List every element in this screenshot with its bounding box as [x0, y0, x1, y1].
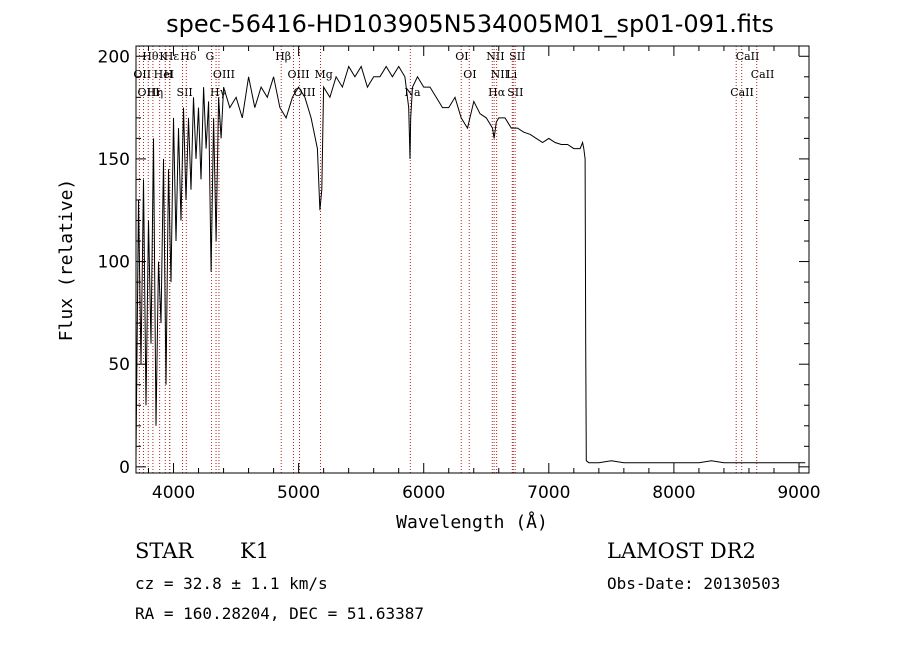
line-label: SII — [509, 50, 525, 63]
line-label: CaII — [736, 50, 760, 63]
line-label: OII — [133, 68, 151, 81]
line-label: OI — [455, 50, 468, 63]
object-subclass: K1 — [240, 539, 270, 563]
line-label: NII — [491, 68, 509, 81]
line-label: Mg — [315, 68, 333, 81]
line-label: NII — [486, 50, 504, 63]
y-tick-label: 150 — [98, 150, 130, 170]
chart-title: spec-56416-HD103905N534005M01_sp01-091.f… — [166, 10, 774, 38]
line-label: SII — [507, 86, 523, 99]
redshift-cz: cz = 32.8 ± 1.1 km/s — [135, 574, 328, 593]
object-class: STAR — [135, 539, 194, 563]
line-label: CaII — [751, 68, 775, 81]
x-tick-label: 4000 — [152, 483, 195, 503]
line-label: Hδ — [180, 50, 197, 63]
line-label: G — [206, 50, 215, 63]
line-label: Hε — [164, 50, 180, 63]
line-label: K — [159, 50, 168, 63]
line-label: CaII — [730, 86, 754, 99]
y-tick-label: 50 — [108, 355, 130, 375]
line-label: OIII — [293, 86, 315, 99]
y-tick-label: 100 — [98, 253, 130, 273]
y-tick-label: 0 — [119, 458, 130, 478]
x-tick-label: 7000 — [527, 483, 570, 503]
line-label: Hθ — [142, 50, 159, 63]
line-label: HeI — [154, 68, 174, 81]
line-label: Hγ — [210, 86, 227, 99]
line-label: Hη — [147, 86, 163, 99]
y-axis-label: Flux (relative) — [56, 179, 77, 342]
x-tick-label: 6000 — [402, 483, 445, 503]
axis-ticks: 4000 5000 6000 7000 8000 9000 0 50 100 150 200 — [98, 46, 821, 503]
x-tick-label: 9000 — [777, 483, 820, 503]
survey-name: LAMOST DR2 — [607, 539, 756, 563]
line-label: SII — [177, 86, 193, 99]
y-tick-label: 200 — [98, 47, 130, 67]
plot-frame — [135, 45, 810, 474]
line-label: Hβ — [275, 50, 291, 63]
x-axis-label: Wavelength (Å) — [396, 511, 548, 533]
line-label: Hα — [488, 86, 506, 99]
line-label: H — [164, 68, 174, 81]
ra-dec: RA = 160.28204, DEC = 51.63387 — [135, 604, 424, 623]
line-label: OIII — [138, 86, 160, 99]
emission-line-markers: HθOIIOIIIHεHeIHηKHSIIHδOIIIHγGOIIIOIIIHβ… — [133, 46, 774, 473]
x-tick-label: 8000 — [652, 483, 695, 503]
spectrum-line — [135, 65, 806, 464]
line-label: OIII — [213, 68, 235, 81]
line-label: OIII — [287, 68, 309, 81]
line-label: OI — [463, 68, 476, 81]
x-tick-label: 5000 — [277, 483, 320, 503]
line-label: Li — [506, 68, 517, 81]
observation-date: Obs-Date: 20130503 — [607, 574, 781, 593]
spectrum-series — [135, 65, 806, 464]
